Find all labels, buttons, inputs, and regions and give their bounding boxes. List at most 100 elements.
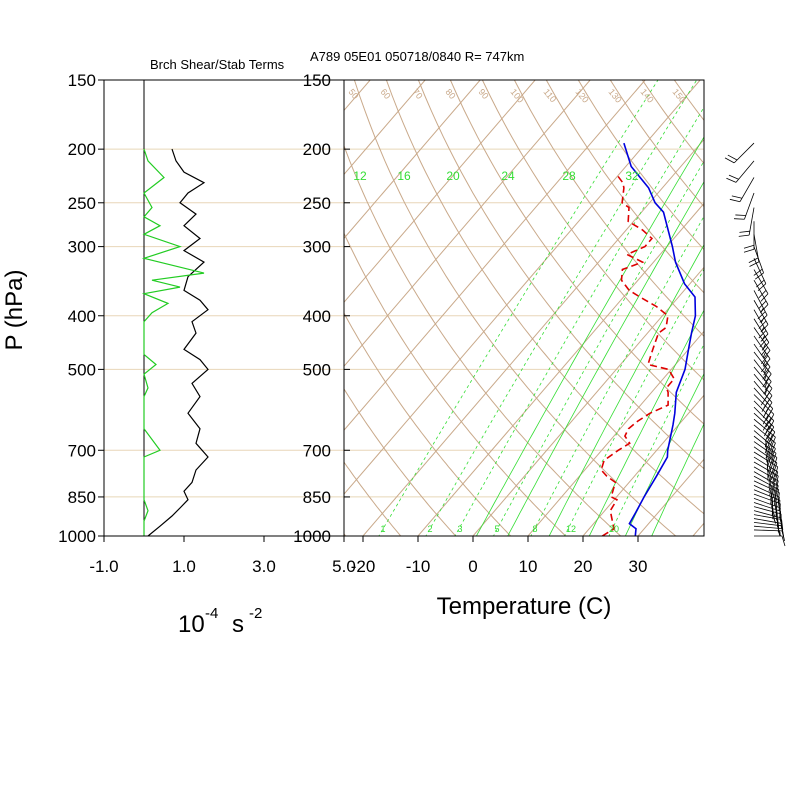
left-xlabel-exponent-2: -2 bbox=[249, 605, 262, 622]
barb-feather bbox=[771, 497, 773, 508]
barb-feather bbox=[758, 290, 767, 299]
left-panel-title: Brch Shear/Stab Terms bbox=[150, 57, 285, 72]
mixing-ratio-line bbox=[530, 215, 704, 536]
barb-staff bbox=[753, 471, 779, 486]
barb-feather bbox=[763, 366, 771, 376]
mixing-ratio-label: 5 bbox=[494, 524, 499, 534]
barb-feather bbox=[767, 440, 773, 451]
barb-staff bbox=[744, 192, 755, 220]
barb-feather bbox=[769, 485, 773, 496]
mixing-ratio-line bbox=[548, 243, 704, 536]
x-tick-label: 5.0 bbox=[332, 557, 356, 576]
skew-t-frame bbox=[343, 79, 705, 537]
barb-feather bbox=[757, 283, 767, 291]
dry-adiabat-line bbox=[788, 63, 800, 547]
isotherm-line bbox=[344, 80, 426, 176]
wind-barb bbox=[729, 177, 755, 203]
barb-feather bbox=[768, 420, 775, 431]
skew-x-ticks: -20 -10 0 10 20 30 bbox=[351, 536, 648, 576]
mixing-ratio-label: 28 bbox=[562, 169, 576, 183]
barb-staff bbox=[753, 373, 773, 396]
barb-feather bbox=[770, 493, 773, 505]
isotherm-label: 120 bbox=[573, 87, 590, 105]
dry-adiabat-line bbox=[545, 80, 704, 294]
barb-staff bbox=[753, 351, 772, 375]
barb-feather bbox=[765, 417, 772, 428]
dry-adiabat-line bbox=[449, 80, 704, 425]
barb-feather bbox=[770, 489, 773, 500]
barb-feather bbox=[759, 338, 768, 348]
barb-feather bbox=[760, 324, 769, 333]
isotherm-line bbox=[637, 458, 704, 536]
y-tick-label: 250 bbox=[68, 194, 96, 213]
mixing-ratio-label: 1 bbox=[380, 524, 385, 534]
barb-feather bbox=[777, 522, 780, 534]
isotherm-line bbox=[417, 202, 704, 536]
barb-staff bbox=[753, 280, 769, 305]
x-axis-label: Temperature (C) bbox=[437, 593, 612, 620]
wind-barb bbox=[753, 400, 775, 431]
barb-feather bbox=[771, 478, 776, 490]
wind-barb bbox=[753, 424, 776, 453]
x-tick-label: 30 bbox=[629, 557, 648, 576]
y-tick-label: 300 bbox=[68, 238, 96, 257]
mixing-ratio-line bbox=[651, 422, 704, 536]
barb-staff bbox=[753, 343, 771, 368]
isotherm-line bbox=[472, 266, 704, 536]
wind-barb bbox=[753, 343, 771, 376]
barb-feather bbox=[762, 414, 769, 425]
isotherm-line bbox=[582, 394, 704, 536]
barb-feather bbox=[766, 452, 771, 464]
barb-feather bbox=[768, 414, 775, 424]
wind-barb bbox=[724, 142, 755, 164]
y-tick-label: 150 bbox=[68, 71, 96, 90]
barb-feather bbox=[768, 426, 775, 437]
barb-feather bbox=[729, 198, 741, 203]
wind-barb bbox=[753, 475, 780, 500]
barb-feather bbox=[779, 503, 781, 515]
barb-feather bbox=[777, 497, 780, 508]
barb-feather bbox=[733, 218, 745, 220]
dry-adiabat-line bbox=[481, 80, 704, 381]
barb-feather bbox=[738, 234, 750, 237]
barb-feather bbox=[758, 330, 767, 339]
barb-feather bbox=[748, 257, 759, 263]
barb-feather bbox=[766, 408, 774, 418]
wind-barb bbox=[754, 535, 786, 547]
dry-adiabat-line bbox=[344, 312, 512, 536]
barb-feather bbox=[767, 434, 773, 445]
barb-feather bbox=[760, 355, 769, 365]
barb-feather bbox=[771, 473, 776, 485]
x-tick-label: -1.0 bbox=[89, 557, 118, 576]
barb-staff bbox=[753, 435, 777, 454]
barb-feather bbox=[781, 523, 784, 534]
wind-barbs bbox=[724, 142, 786, 547]
barb-feather bbox=[726, 177, 737, 183]
y-tick-label: 200 bbox=[303, 140, 331, 159]
barb-feather bbox=[777, 492, 780, 504]
isotherm-line bbox=[0, 80, 315, 536]
barb-feather bbox=[773, 457, 778, 468]
chart-title: A789 05E01 050718/0840 R= 747km bbox=[310, 49, 524, 64]
y-tick-label: 850 bbox=[68, 488, 96, 507]
barb-feather bbox=[774, 498, 777, 510]
barb-feather bbox=[775, 475, 779, 487]
mixing-ratio-label: 32 bbox=[625, 169, 639, 183]
dry-adiabat-line bbox=[385, 80, 704, 515]
barb-feather bbox=[771, 500, 774, 512]
dry-adiabat-line bbox=[417, 80, 704, 470]
barb-staff bbox=[748, 207, 755, 236]
barb-feather bbox=[760, 304, 769, 313]
temperature-line bbox=[623, 142, 697, 536]
mixing-ratio-label: 24 bbox=[501, 169, 515, 183]
wind-barb bbox=[738, 207, 755, 237]
y-tick-label: 500 bbox=[68, 360, 96, 379]
barb-feather bbox=[772, 487, 776, 498]
isotherm-label: 150 bbox=[670, 87, 687, 105]
mixing-ratio-label: 12 bbox=[353, 169, 367, 183]
left-panel-series bbox=[141, 148, 209, 537]
barb-staff bbox=[753, 461, 779, 477]
y-tick-label: 1000 bbox=[58, 527, 96, 546]
wind-barb bbox=[753, 522, 784, 537]
